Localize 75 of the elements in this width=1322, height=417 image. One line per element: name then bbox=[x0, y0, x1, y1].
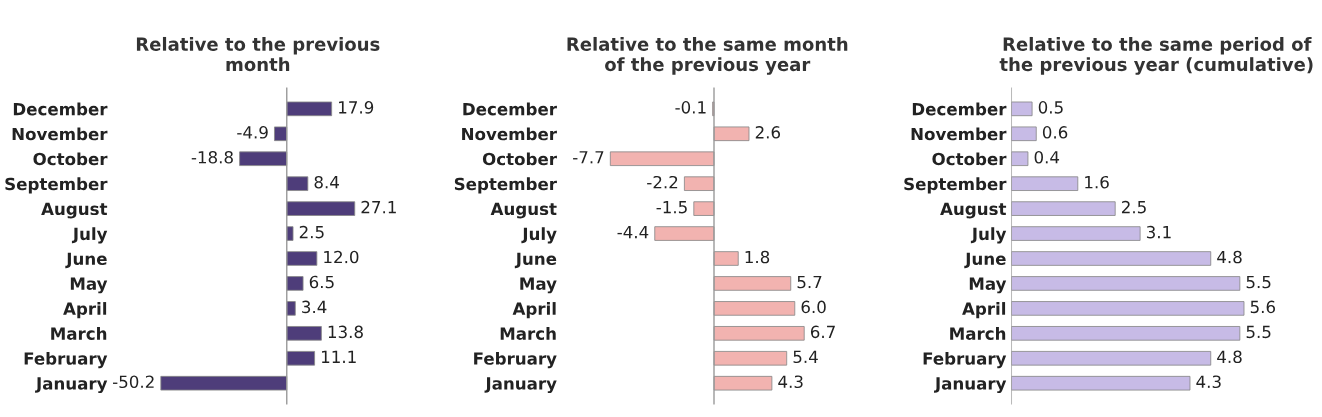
y-tick-label: August bbox=[490, 202, 557, 219]
data-label: -7.7 bbox=[573, 151, 604, 164]
data-label: 5.7 bbox=[797, 275, 822, 289]
data-label: 1.6 bbox=[1085, 175, 1109, 189]
data-label: 27.1 bbox=[361, 200, 396, 214]
y-tick-label: January bbox=[35, 377, 108, 394]
y-tick-label: April bbox=[962, 302, 1006, 319]
chart-title: Relative to the same month of the previous year bbox=[567, 36, 848, 75]
data-label: 4.3 bbox=[778, 375, 803, 389]
y-tick-label: July bbox=[71, 227, 108, 244]
y-tick-label: June bbox=[65, 252, 107, 269]
data-label: 2.5 bbox=[299, 225, 324, 239]
y-tick-label: July bbox=[521, 227, 557, 244]
data-label: 0.6 bbox=[1042, 126, 1068, 139]
data-label: 4.8 bbox=[1217, 350, 1242, 364]
data-label: -18.8 bbox=[191, 150, 233, 164]
data-label: 5.6 bbox=[1250, 300, 1276, 314]
y-tick-label: March bbox=[500, 327, 556, 340]
y-tick-label: August bbox=[41, 202, 108, 219]
y-tick-label: December bbox=[13, 102, 108, 116]
data-label: -1.5 bbox=[656, 201, 687, 214]
data-label: 13.8 bbox=[328, 325, 363, 339]
y-tick-label: April bbox=[512, 302, 556, 319]
data-label: 4.3 bbox=[1196, 375, 1221, 389]
y-tick-label: February bbox=[474, 351, 557, 369]
data-label: 5.5 bbox=[1246, 275, 1271, 289]
y-tick-label: October bbox=[33, 152, 108, 166]
data-label: 12.0 bbox=[324, 250, 359, 264]
y-tick-label: September bbox=[904, 177, 1007, 194]
y-tick-label: February bbox=[24, 351, 108, 369]
chart-title: Relative to the same period of the previous year (cumulative) bbox=[999, 36, 1313, 75]
y-tick-label: March bbox=[950, 327, 1006, 340]
y-tick-label: January bbox=[934, 377, 1007, 394]
y-tick-label: February bbox=[923, 351, 1007, 369]
data-label: 2.6 bbox=[755, 126, 781, 139]
y-tick-label: November bbox=[911, 127, 1007, 141]
data-label: 3.1 bbox=[1146, 225, 1171, 239]
y-tick-label: August bbox=[940, 202, 1007, 219]
data-label: 1.8 bbox=[745, 250, 770, 264]
data-label: 11.1 bbox=[321, 350, 356, 363]
data-label: 0.4 bbox=[1034, 150, 1060, 164]
data-label: -50.2 bbox=[112, 375, 154, 389]
chart-title: Relative to the previous month bbox=[136, 36, 380, 72]
y-tick-label: April bbox=[63, 302, 107, 319]
data-label: 5.4 bbox=[793, 350, 818, 364]
y-tick-label: March bbox=[51, 327, 107, 340]
data-label: 0.5 bbox=[1038, 101, 1063, 114]
y-tick-label: December bbox=[463, 102, 557, 116]
y-tick-label: June bbox=[514, 252, 557, 269]
data-label: 4.8 bbox=[1217, 250, 1242, 264]
y-tick-label: October bbox=[932, 152, 1007, 166]
y-tick-label: November bbox=[12, 127, 108, 141]
y-tick-label: September bbox=[5, 177, 108, 194]
data-label: 5.5 bbox=[1246, 325, 1271, 339]
data-label: 6.5 bbox=[309, 275, 334, 289]
data-label: -2.2 bbox=[647, 175, 678, 189]
data-label: 3.4 bbox=[302, 300, 327, 314]
y-tick-label: July bbox=[970, 227, 1007, 244]
data-label: 8.4 bbox=[314, 175, 339, 189]
y-tick-label: December bbox=[912, 102, 1007, 116]
data-label: 6.7 bbox=[810, 325, 835, 339]
y-tick-label: May bbox=[70, 277, 108, 294]
y-tick-label: May bbox=[520, 277, 557, 294]
data-label: 2.5 bbox=[1121, 200, 1146, 214]
data-label: -4.9 bbox=[237, 126, 268, 139]
y-tick-label: November bbox=[462, 127, 557, 141]
y-tick-label: January bbox=[484, 377, 557, 394]
y-tick-label: September bbox=[454, 177, 557, 194]
data-label: -0.1 bbox=[675, 101, 706, 114]
y-tick-label: October bbox=[482, 152, 557, 166]
data-label: 6.0 bbox=[801, 300, 826, 314]
data-label: 17.9 bbox=[339, 101, 374, 114]
y-tick-label: June bbox=[964, 252, 1006, 269]
y-tick-label: May bbox=[969, 277, 1007, 294]
data-label: -4.4 bbox=[617, 226, 649, 239]
